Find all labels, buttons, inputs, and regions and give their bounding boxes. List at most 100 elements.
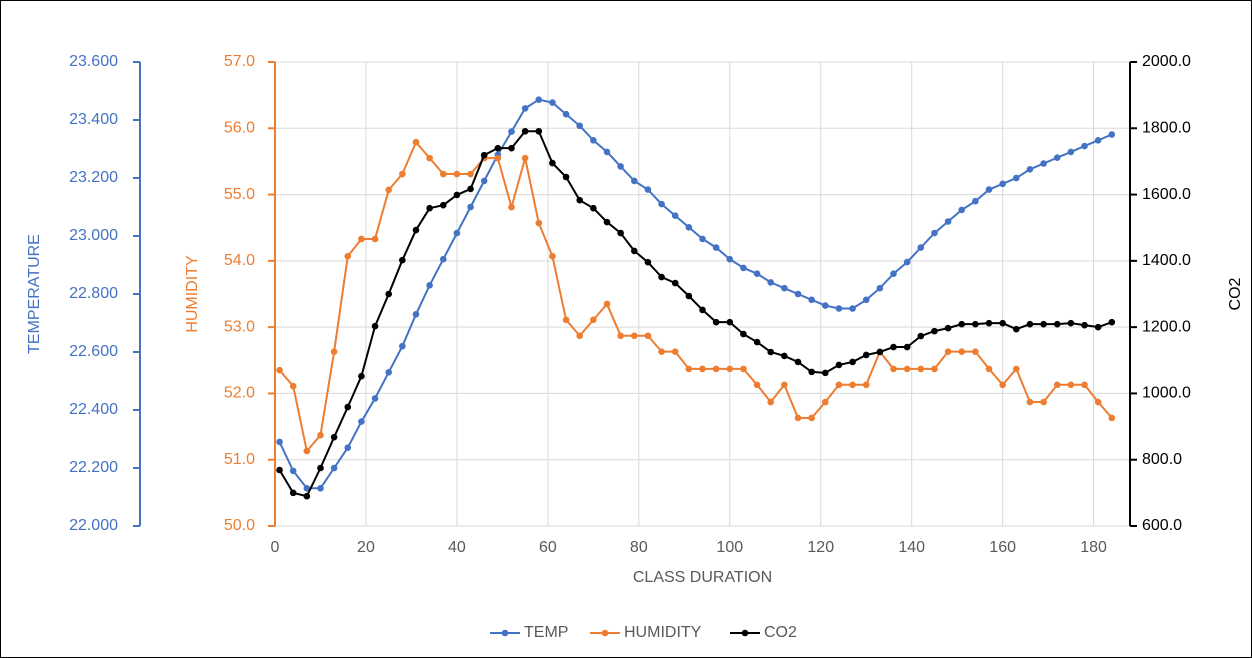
data-point xyxy=(903,258,911,266)
data-point xyxy=(453,229,461,237)
data-point xyxy=(1108,414,1116,422)
data-point xyxy=(412,311,420,318)
data-point xyxy=(931,327,938,335)
data-point xyxy=(276,466,283,474)
data-point xyxy=(794,358,802,366)
data-point xyxy=(999,319,1006,327)
data-point xyxy=(494,154,502,162)
data-point xyxy=(317,485,324,492)
data-point xyxy=(562,173,570,181)
data-point xyxy=(958,348,966,355)
data-point xyxy=(453,191,461,199)
data-point xyxy=(849,358,856,366)
data-point xyxy=(358,372,365,380)
data-point xyxy=(590,137,597,144)
y-axis-title: HUMIDITY xyxy=(184,255,201,333)
data-point xyxy=(890,343,897,351)
data-point xyxy=(317,464,324,472)
data-point xyxy=(671,279,679,287)
x-tick-label: 40 xyxy=(448,539,466,556)
data-point xyxy=(1026,398,1034,406)
y2-tick-label: 1600.0 xyxy=(1142,186,1191,203)
data-point xyxy=(576,122,584,130)
legend-label: CO2 xyxy=(764,624,797,641)
data-point xyxy=(590,204,597,212)
data-point xyxy=(890,270,897,278)
data-point xyxy=(794,414,802,422)
data-point xyxy=(1013,325,1020,333)
data-point xyxy=(1094,323,1102,331)
data-point xyxy=(890,365,897,373)
data-point xyxy=(467,203,474,211)
data-point xyxy=(1026,166,1034,173)
data-point xyxy=(358,418,365,425)
data-point xyxy=(699,365,706,373)
data-point xyxy=(480,151,488,159)
data-point xyxy=(494,144,502,152)
data-point xyxy=(535,219,543,227)
data-point xyxy=(821,302,829,309)
data-point xyxy=(562,110,570,118)
data-point xyxy=(1040,398,1047,406)
data-point xyxy=(1067,319,1075,327)
y2-tick-label: 1400.0 xyxy=(1142,252,1191,269)
data-point xyxy=(781,381,788,389)
data-point xyxy=(972,197,979,205)
data-point xyxy=(808,368,815,376)
data-point xyxy=(917,244,925,251)
data-point xyxy=(385,290,392,298)
x-tick-label: 0 xyxy=(271,539,280,556)
data-point xyxy=(658,273,665,281)
y2-tick-label: 800.0 xyxy=(1142,451,1182,468)
data-point xyxy=(781,284,788,292)
data-point xyxy=(303,447,311,455)
data-point xyxy=(617,229,624,237)
data-point xyxy=(1053,320,1061,328)
y2-tick-label: 1000.0 xyxy=(1142,385,1191,402)
data-point xyxy=(685,224,693,231)
data-point xyxy=(303,485,311,492)
data-point xyxy=(521,127,529,135)
data-point xyxy=(1081,321,1088,329)
data-point xyxy=(985,365,993,373)
data-point xyxy=(644,186,652,193)
data-point xyxy=(521,154,529,162)
data-point xyxy=(426,154,433,162)
data-point xyxy=(794,290,802,298)
data-point xyxy=(480,177,488,185)
data-point xyxy=(699,306,706,314)
data-point xyxy=(508,144,515,152)
y-tick-label: 57.0 xyxy=(224,53,255,70)
data-point xyxy=(671,348,679,355)
data-point xyxy=(862,351,870,359)
data-point xyxy=(1081,381,1088,389)
y-tick-label: 55.0 xyxy=(224,186,255,203)
data-point xyxy=(303,492,311,500)
data-point xyxy=(753,270,761,278)
data-point xyxy=(371,395,379,402)
data-point xyxy=(821,398,829,406)
data-point xyxy=(276,438,283,446)
x-tick-label: 60 xyxy=(539,539,557,556)
data-point xyxy=(1026,320,1034,328)
data-point xyxy=(330,433,338,441)
axes: 0 20 40 60 80 100 120 140 160 180 CLASS DURATION 50… xyxy=(26,53,1244,641)
data-point xyxy=(903,343,911,351)
data-point xyxy=(876,348,884,356)
data-point xyxy=(944,324,952,332)
data-point xyxy=(1013,365,1020,373)
data-point xyxy=(767,348,775,356)
data-point xyxy=(671,212,679,219)
data-point xyxy=(630,177,638,185)
y3-tick-label: 22.400 xyxy=(69,401,118,418)
legend-marker xyxy=(501,629,509,637)
x-tick-label: 160 xyxy=(989,539,1016,556)
data-point xyxy=(508,203,515,211)
x-tick-label: 180 xyxy=(1080,539,1107,556)
data-point xyxy=(726,255,734,263)
data-point xyxy=(467,185,474,193)
data-point xyxy=(958,206,966,214)
data-point xyxy=(767,398,775,406)
x-tick-label: 100 xyxy=(716,539,743,556)
data-point xyxy=(767,279,775,286)
